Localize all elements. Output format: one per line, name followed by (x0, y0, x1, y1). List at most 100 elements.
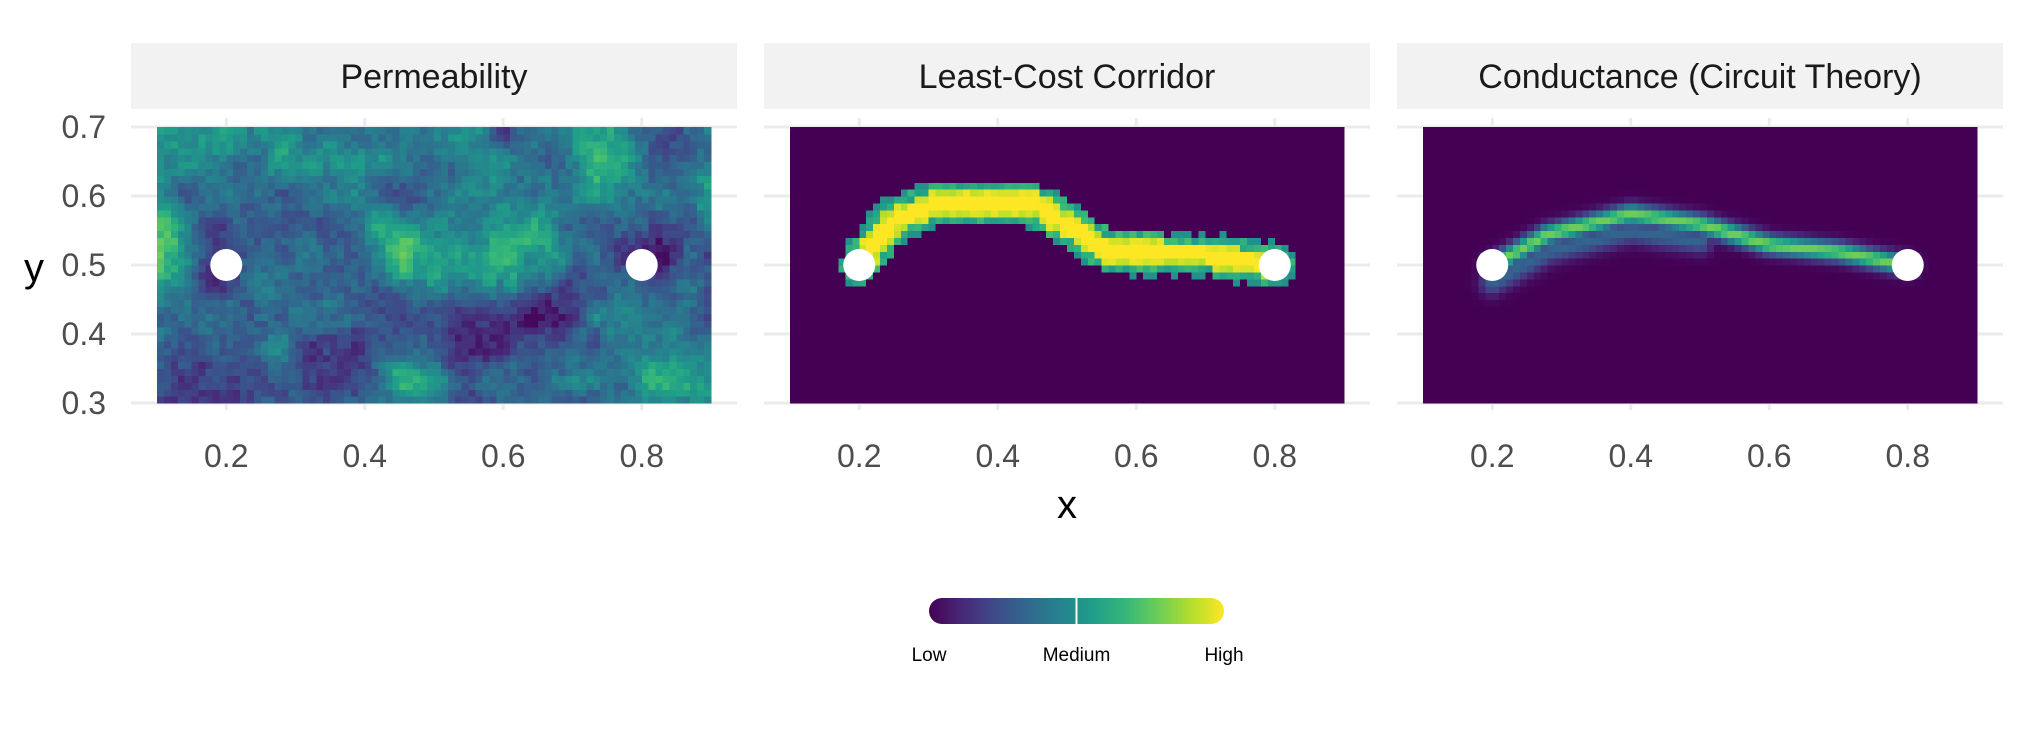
heatmap-cell (1025, 285, 1033, 294)
heatmap-cell (177, 347, 186, 356)
heatmap-cell (607, 244, 615, 252)
heatmap-cell (205, 189, 213, 197)
heatmap-cell (852, 209, 860, 218)
heatmap-cell (378, 265, 387, 273)
heatmap-cell (900, 161, 909, 169)
heatmap-cell (886, 347, 895, 356)
heatmap-cell (191, 189, 200, 197)
heatmap-cell (447, 196, 456, 204)
heatmap-cell (302, 140, 310, 149)
heatmap-cell (586, 168, 594, 176)
heatmap-cell (198, 182, 207, 190)
heatmap-cell (796, 320, 805, 328)
heatmap-cell (427, 251, 435, 259)
heatmap-cell (921, 209, 930, 218)
heatmap-cell (503, 175, 511, 183)
heatmap-cell (1060, 285, 1068, 294)
heatmap-cell (690, 182, 698, 190)
heatmap-cell (510, 396, 518, 404)
heatmap-cell (281, 271, 290, 280)
heatmap-cell (810, 340, 819, 349)
heatmap-cell (607, 237, 615, 245)
heatmap-cell (274, 271, 283, 280)
heatmap-cell (614, 334, 622, 342)
heatmap-cell (357, 216, 366, 225)
heatmap-cell (634, 382, 643, 390)
heatmap-cell (267, 175, 276, 183)
heatmap-cell (385, 306, 394, 314)
heatmap-cell (866, 237, 874, 245)
heatmap-cell (378, 223, 387, 232)
heatmap-cell (205, 223, 213, 232)
heatmap-cell (810, 265, 819, 273)
heatmap-cell (212, 147, 220, 156)
heatmap-cell (1094, 361, 1103, 370)
heatmap-cell (565, 299, 574, 307)
heatmap-cell (1087, 189, 1096, 197)
heatmap-cell (281, 368, 290, 376)
heatmap-cell (537, 354, 546, 363)
heatmap-cell (447, 237, 456, 245)
heatmap-cell (963, 127, 971, 135)
heatmap-cell (343, 140, 352, 149)
heatmap-cell (343, 306, 352, 314)
heatmap-cell (1011, 216, 1020, 225)
heatmap-cell (572, 382, 581, 390)
heatmap-cell (191, 196, 200, 204)
heatmap-cell (824, 368, 833, 376)
heatmap-cell (866, 223, 874, 232)
heatmap-cell (942, 271, 950, 280)
heatmap-cell (530, 361, 539, 370)
heatmap-cell (838, 306, 846, 314)
heatmap-cell (956, 202, 964, 211)
heatmap-cell (537, 265, 546, 273)
heatmap-cell (662, 258, 671, 266)
heatmap-cell (496, 327, 504, 335)
heatmap-cell (170, 127, 179, 135)
heatmap-cell (1060, 396, 1068, 404)
heatmap-cell (838, 223, 846, 232)
heatmap-cell (212, 347, 220, 356)
heatmap-cell (357, 299, 366, 307)
heatmap-cell (572, 299, 581, 307)
heatmap-cell (434, 209, 442, 218)
heatmap-cell (956, 396, 964, 404)
heatmap-cell (983, 299, 992, 307)
heatmap-cell (530, 230, 539, 238)
heatmap-cell (1046, 306, 1054, 314)
heatmap-cell (669, 368, 677, 376)
heatmap-cell (572, 168, 581, 176)
heatmap-cell (914, 340, 923, 349)
heatmap-cell (810, 133, 819, 142)
heatmap-cell (468, 182, 477, 190)
heatmap-cell (614, 347, 622, 356)
heatmap-cell (364, 382, 373, 390)
heatmap-cell (942, 375, 950, 383)
heatmap-cell (302, 299, 310, 307)
heatmap-cell (544, 154, 553, 163)
heatmap-cell (454, 189, 463, 197)
heatmap-cell (641, 237, 650, 245)
heatmap-cell (503, 271, 511, 280)
heatmap-cell (267, 147, 276, 156)
heatmap-cell (796, 168, 805, 176)
heatmap-cell (690, 361, 698, 370)
heatmap-cell (233, 161, 241, 169)
heatmap-cell (343, 285, 352, 294)
heatmap-cell (420, 168, 428, 176)
heatmap-cell (1018, 244, 1027, 252)
heatmap-cell (551, 237, 560, 245)
heatmap-cell (838, 196, 846, 204)
heatmap-cell (838, 265, 846, 273)
heatmap-cell (267, 223, 276, 232)
heatmap-cell (558, 154, 567, 163)
heatmap-cell (803, 127, 812, 135)
heatmap-cell (253, 313, 262, 321)
heatmap-cell (1032, 320, 1040, 328)
heatmap-cell (859, 278, 867, 287)
heatmap-cell (803, 258, 812, 266)
heatmap-cell (845, 223, 853, 232)
heatmap-cell (191, 244, 200, 252)
heatmap-cell (454, 375, 463, 383)
heatmap-cell (240, 306, 248, 314)
